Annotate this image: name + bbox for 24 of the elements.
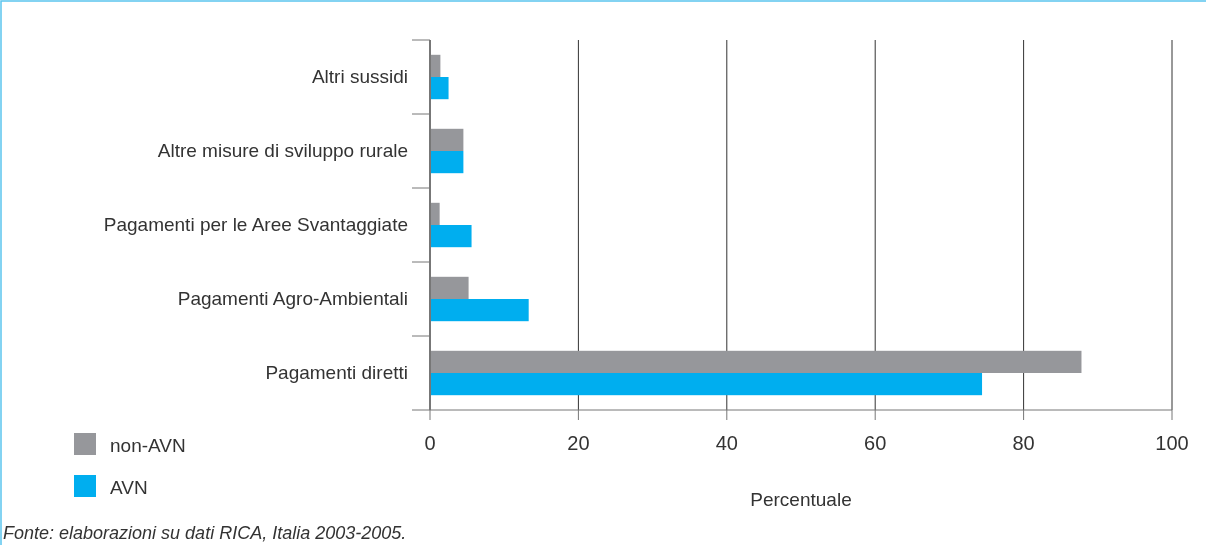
bar <box>430 151 464 174</box>
x-tick-label: 100 <box>1155 432 1189 454</box>
x-tick-label: 0 <box>424 432 436 454</box>
x-axis-title: Percentuale <box>750 489 852 510</box>
y-tick-label: Altri sussidi <box>311 66 408 87</box>
bar <box>430 77 449 100</box>
x-tick-label: 40 <box>715 432 738 454</box>
y-tick-label: Pagamenti Agro-Ambientali <box>177 288 408 309</box>
bar <box>430 276 469 299</box>
x-tick-label: 20 <box>567 432 590 454</box>
bar <box>430 202 440 225</box>
y-tick-label: Pagamenti per le Aree Svantaggiate <box>103 214 408 235</box>
y-tick-label: Pagamenti diretti <box>265 362 408 383</box>
bar <box>430 373 983 396</box>
source-note: Fonte: elaborazioni su dati RICA, Italia 2003-2005. <box>3 523 407 543</box>
legend-label: AVN <box>110 477 148 498</box>
y-tick-label: Altre misure di sviluppo rurale <box>157 140 408 161</box>
bar <box>430 299 529 322</box>
x-tick-label: 80 <box>1012 432 1035 454</box>
bar <box>430 350 1082 373</box>
bar <box>430 225 472 248</box>
x-tick-label: 60 <box>864 432 887 454</box>
bar <box>430 128 464 151</box>
legend-label: non-AVN <box>110 435 186 456</box>
